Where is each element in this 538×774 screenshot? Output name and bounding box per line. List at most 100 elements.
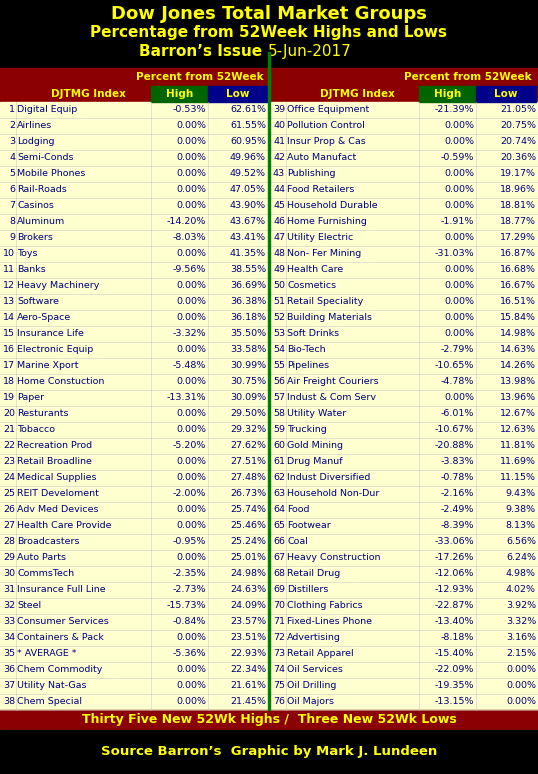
Text: 60.95%: 60.95%	[230, 136, 266, 146]
Text: 20.75%: 20.75%	[500, 121, 536, 129]
Text: 59: 59	[273, 424, 285, 433]
Text: Dow Jones Total Market Groups: Dow Jones Total Market Groups	[111, 5, 427, 23]
Text: 30.75%: 30.75%	[230, 376, 266, 385]
Text: -15.73%: -15.73%	[166, 601, 206, 609]
Text: 14.26%: 14.26%	[500, 361, 536, 369]
Text: 63: 63	[273, 488, 285, 498]
Text: Food: Food	[287, 505, 309, 513]
Text: 0.00%: 0.00%	[176, 136, 206, 146]
Text: 11: 11	[3, 265, 15, 273]
Bar	[0, 198, 268, 214]
Text: -13.15%: -13.15%	[435, 697, 474, 705]
Text: 46: 46	[273, 217, 285, 225]
Bar	[270, 582, 538, 598]
Text: 5-Jun-2017: 5-Jun-2017	[268, 44, 352, 59]
Bar	[0, 454, 268, 470]
Text: -2.73%: -2.73%	[173, 584, 206, 594]
Text: Bio-Tech: Bio-Tech	[287, 344, 325, 354]
Text: Retail Speciality: Retail Speciality	[287, 296, 363, 306]
Bar	[270, 630, 538, 646]
Text: 30.99%: 30.99%	[230, 361, 266, 369]
Text: Indust Diversified: Indust Diversified	[287, 472, 370, 481]
Bar	[270, 694, 538, 710]
Bar	[0, 710, 538, 730]
Text: Heavy Machinery: Heavy Machinery	[17, 280, 100, 289]
Text: 20.36%: 20.36%	[500, 152, 536, 162]
Text: 14.98%: 14.98%	[500, 328, 536, 337]
Bar	[208, 86, 268, 102]
Text: Marine Xport: Marine Xport	[17, 361, 79, 369]
Text: -17.26%: -17.26%	[435, 553, 474, 561]
Bar	[0, 326, 268, 342]
Bar	[419, 86, 476, 102]
Text: 36.38%: 36.38%	[230, 296, 266, 306]
Text: Medical Supplies: Medical Supplies	[17, 472, 96, 481]
Text: 9.38%: 9.38%	[506, 505, 536, 513]
Text: 11.69%: 11.69%	[500, 457, 536, 465]
Text: Household Non-Dur: Household Non-Dur	[287, 488, 379, 498]
Text: 3: 3	[9, 136, 15, 146]
Text: Indust & Com Serv: Indust & Com Serv	[287, 392, 376, 402]
Text: 1: 1	[9, 104, 15, 114]
Text: 76: 76	[273, 697, 285, 705]
Text: -33.06%: -33.06%	[434, 536, 474, 546]
Text: -10.65%: -10.65%	[435, 361, 474, 369]
Text: 43.90%: 43.90%	[230, 200, 266, 210]
Bar	[0, 182, 268, 198]
Text: High: High	[166, 89, 193, 99]
Text: 45: 45	[273, 200, 285, 210]
Text: 72: 72	[273, 632, 285, 642]
Bar	[270, 390, 538, 406]
Bar	[0, 102, 268, 118]
Bar	[0, 310, 268, 326]
Text: Casinos: Casinos	[17, 200, 54, 210]
Text: Brokers: Brokers	[17, 232, 53, 241]
Text: Health Care Provide: Health Care Provide	[17, 520, 111, 529]
Text: 44: 44	[273, 184, 285, 194]
Text: 23.57%: 23.57%	[230, 617, 266, 625]
Bar	[270, 294, 538, 310]
Text: 27.62%: 27.62%	[230, 440, 266, 450]
Text: -21.39%: -21.39%	[435, 104, 474, 114]
Text: 29.50%: 29.50%	[230, 409, 266, 417]
Text: -12.93%: -12.93%	[435, 584, 474, 594]
Bar	[0, 550, 268, 566]
Text: 0.00%: 0.00%	[444, 392, 474, 402]
Text: -8.39%: -8.39%	[441, 520, 474, 529]
Text: 21: 21	[3, 424, 15, 433]
Text: Fixed-Lines Phone: Fixed-Lines Phone	[287, 617, 372, 625]
Text: Non- Fer Mining: Non- Fer Mining	[287, 248, 361, 258]
Text: Soft Drinks: Soft Drinks	[287, 328, 339, 337]
Text: -8.18%: -8.18%	[441, 632, 474, 642]
Bar	[270, 502, 538, 518]
Text: 16.67%: 16.67%	[500, 280, 536, 289]
Text: -9.56%: -9.56%	[173, 265, 206, 273]
Text: Food Retailers: Food Retailers	[287, 184, 355, 194]
Bar	[0, 730, 538, 774]
Text: Software: Software	[17, 296, 59, 306]
Bar	[0, 214, 268, 230]
Text: 0.00%: 0.00%	[176, 553, 206, 561]
Text: -4.78%: -4.78%	[441, 376, 474, 385]
Text: 0.00%: 0.00%	[176, 152, 206, 162]
Text: 31: 31	[3, 584, 15, 594]
Text: 49: 49	[273, 265, 285, 273]
Text: 25.01%: 25.01%	[230, 553, 266, 561]
Text: Digital Equip: Digital Equip	[17, 104, 77, 114]
Text: 21.61%: 21.61%	[230, 680, 266, 690]
Text: Broadcasters: Broadcasters	[17, 536, 80, 546]
Text: Utility Water: Utility Water	[287, 409, 346, 417]
Bar	[0, 614, 268, 630]
Text: Retail Drug: Retail Drug	[287, 568, 340, 577]
Text: 0.00%: 0.00%	[176, 296, 206, 306]
Text: -10.67%: -10.67%	[435, 424, 474, 433]
Text: 73: 73	[273, 649, 285, 657]
Text: 14.63%: 14.63%	[500, 344, 536, 354]
Text: 62.61%: 62.61%	[230, 104, 266, 114]
Text: Gold Mining: Gold Mining	[287, 440, 343, 450]
Bar	[0, 166, 268, 182]
Text: Home Furnishing: Home Furnishing	[287, 217, 367, 225]
Text: 4.98%: 4.98%	[506, 568, 536, 577]
Text: -2.16%: -2.16%	[441, 488, 474, 498]
Bar	[270, 646, 538, 662]
